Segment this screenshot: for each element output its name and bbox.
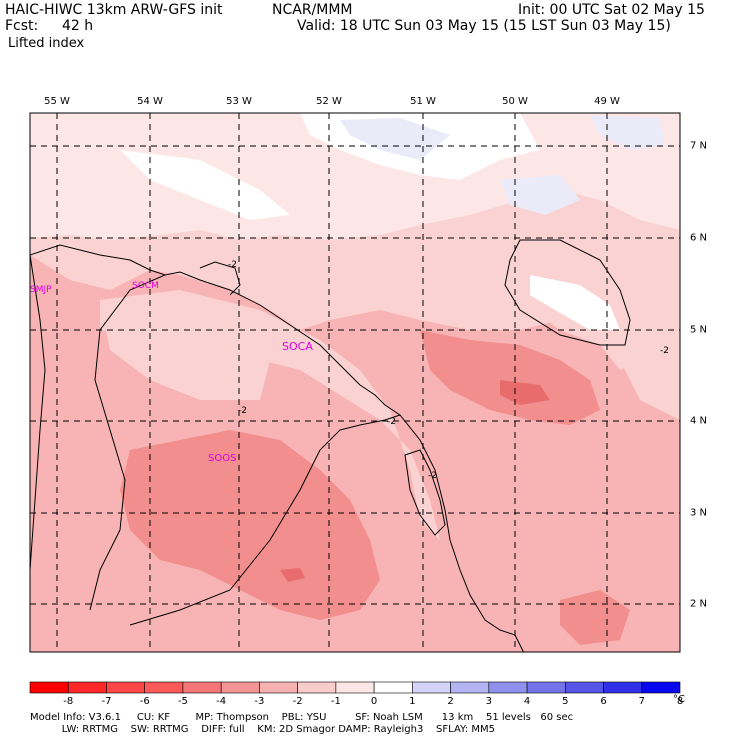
- border-guyana-surinam: [30, 254, 46, 571]
- lat-label: 6 N: [690, 232, 708, 244]
- dark-region-interior: [120, 430, 380, 620]
- dark-region-east: [420, 330, 600, 425]
- darkest-spot: [280, 568, 305, 582]
- lat-label: 5 N: [690, 324, 708, 336]
- colorbar-tick-label: -2: [292, 696, 303, 707]
- colorbar-swatch: [29, 681, 69, 694]
- colorbar-swatch: [144, 681, 184, 694]
- lon-label: 54 W: [137, 96, 163, 107]
- contour-neg2-north: [199, 261, 241, 296]
- contour-label: -2: [228, 260, 237, 270]
- station-soos: SOOS: [208, 453, 237, 464]
- lon-label: 51 W: [410, 96, 436, 107]
- colorbar-tick-label: -3: [254, 696, 265, 707]
- init-time: Init: 00 UTC Sat 02 May 15: [518, 2, 705, 18]
- bluish-patch-3: [590, 115, 665, 150]
- colorbar-tick-label: 4: [523, 696, 531, 707]
- colorbar: [29, 681, 681, 694]
- colorbar-swatch: [488, 681, 528, 694]
- contour-label: -2: [387, 417, 396, 427]
- colorbar-swatch: [259, 681, 298, 694]
- contour-label: -2: [660, 346, 669, 356]
- coastline: [30, 244, 525, 652]
- colorbar-tick-label: 7: [638, 696, 645, 707]
- colorbar-tick-label: 0: [370, 696, 378, 707]
- valid-time: Valid: 18 UTC Sun 03 May 15 (15 LST Sun …: [297, 18, 671, 34]
- colorbar-swatch: [641, 681, 681, 694]
- east-contour: [504, 239, 631, 346]
- colorbar-swatch: [335, 681, 375, 694]
- lat-label: 2 N: [690, 598, 708, 610]
- lon-label: 55 W: [44, 96, 70, 107]
- colorbar-swatch: [564, 681, 604, 694]
- white-region-east: [530, 275, 620, 330]
- colorbar-tick-label: 2: [447, 696, 454, 707]
- colorbar-swatch: [373, 681, 413, 694]
- lat-label: 7 N: [690, 140, 708, 152]
- model-title: HAIC-HIWC 13km ARW-GFS init: [5, 2, 223, 18]
- colorbar-swatch: [412, 681, 451, 694]
- border-surinam-frguiana: [89, 274, 166, 611]
- colorbar-tick-label: -6: [139, 696, 150, 707]
- colorbar-swatch: [297, 681, 337, 694]
- colorbar-swatch: [106, 681, 146, 694]
- lat-label: 3 N: [690, 507, 708, 519]
- dark-region-se: [560, 590, 630, 645]
- colorbar-swatch: [603, 681, 643, 694]
- station-socm: SOCM: [132, 281, 159, 291]
- colorbar-tick-label: -8: [63, 696, 74, 707]
- colorbar-tick-label: 5: [562, 696, 569, 707]
- lat-label: 4 N: [690, 415, 708, 427]
- forecast-hour: 42 h: [62, 18, 94, 34]
- colorbar-tick-label: -4: [216, 696, 227, 707]
- colorbar-tick-label: -7: [101, 696, 112, 707]
- forecast-label: Fcst:: [5, 18, 39, 34]
- lon-label: 53 W: [226, 96, 252, 107]
- org-label: NCAR/MMM: [272, 2, 353, 18]
- bluish-patch-2: [500, 175, 580, 215]
- contour-label: -2: [428, 471, 437, 481]
- colorbar-unit: °C: [673, 694, 685, 705]
- station-soca: SOCA: [282, 340, 313, 353]
- darkest-spot-2: [500, 380, 550, 405]
- lon-label: 50 W: [502, 96, 528, 107]
- field-name: Lifted index: [8, 36, 85, 51]
- colorbar-tick-label: 6: [600, 696, 607, 707]
- white-streak: [120, 150, 290, 220]
- model-info-line1: Model Info: V3.6.1 CU: KF MP: Thompson P…: [30, 712, 574, 723]
- station-smjp: SMJP: [30, 285, 52, 295]
- colorbar-swatch: [526, 681, 566, 694]
- lon-label: 52 W: [316, 96, 342, 107]
- light-region-west: [100, 290, 270, 400]
- colorbar-tick-label: -1: [330, 696, 341, 707]
- lon-label: 49 W: [594, 96, 620, 107]
- colorbar-tick-label: 1: [409, 696, 416, 707]
- colorbar-tick-label: -5: [177, 696, 188, 707]
- colorbar-swatch: [450, 681, 490, 694]
- colorbar-tick-label: 8: [676, 696, 684, 707]
- border-frguiana-brazil: [129, 414, 401, 626]
- map-frame: [29, 112, 681, 653]
- colorbar-swatch: [67, 681, 107, 694]
- colorbar-tick-label: 3: [485, 696, 492, 707]
- model-info-line2: LW: RRTMG SW: RRTMG DIFF: full KM: 2D Sm…: [30, 724, 495, 735]
- colorbar-swatch: [182, 681, 222, 694]
- contour-label: -2: [238, 406, 247, 416]
- colorbar-swatch: [220, 681, 260, 694]
